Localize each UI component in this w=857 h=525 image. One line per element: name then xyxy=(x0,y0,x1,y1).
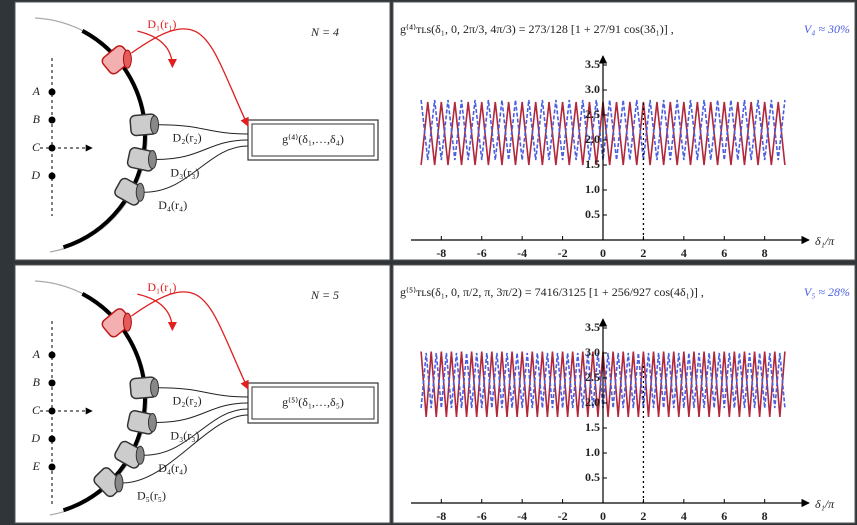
detector-label: D₄(r₄) xyxy=(158,461,187,475)
correlator-box xyxy=(251,123,375,157)
x-tick-label: 4 xyxy=(681,509,687,523)
detector-label: D₁(r₁) xyxy=(147,280,176,294)
position-dot xyxy=(48,88,56,96)
y-tick-label: 1.5 xyxy=(585,420,600,434)
x-tick-label: -4 xyxy=(517,509,527,523)
rotation-arrow xyxy=(137,293,177,332)
x-tick-label: 6 xyxy=(721,509,727,523)
x-tick-label: -2 xyxy=(558,509,568,523)
detector-label: D₂(r₂) xyxy=(173,130,202,144)
box-label: g⁽⁴⁾(δ₁,…,δ₄) xyxy=(282,132,344,146)
x-tick-label: 6 xyxy=(721,246,727,260)
position-dot xyxy=(48,435,56,443)
n-label: N = 5 xyxy=(310,288,339,302)
detector-lens xyxy=(150,115,160,135)
detector-label: D₁(r₁) xyxy=(147,17,176,31)
x-tick-label: 8 xyxy=(762,509,768,523)
position-label: E xyxy=(32,459,41,473)
detector-label: D₅(r₅) xyxy=(137,489,166,503)
x-tick-label: -4 xyxy=(517,246,527,260)
x-tick-label: -2 xyxy=(558,246,568,260)
detector-lens xyxy=(122,312,132,332)
detector-label: D₃(r₃) xyxy=(170,165,199,179)
panel xyxy=(392,1,856,261)
position-label: A xyxy=(32,347,41,361)
signal-line xyxy=(156,402,249,424)
position-label: D xyxy=(30,168,40,182)
x-axis-label: δ₁/π xyxy=(815,497,835,511)
box-label: g⁽⁵⁾(δ₁,…,δ₅) xyxy=(282,395,344,409)
y-tick-label: 3.5 xyxy=(585,320,600,334)
signal-line xyxy=(122,414,249,484)
n-label: N = 4 xyxy=(310,25,339,39)
position-label: C xyxy=(32,140,41,154)
detector-lens xyxy=(147,150,157,170)
signal-line xyxy=(144,408,249,456)
detector-lens xyxy=(147,413,157,433)
y-tick-label: 3.0 xyxy=(585,82,600,96)
signal-line xyxy=(158,124,249,135)
x-tick-label: -6 xyxy=(477,246,487,260)
signal-line xyxy=(144,145,249,193)
position-label: B xyxy=(33,375,41,389)
y-tick-label: 1.5 xyxy=(585,157,600,171)
position-dot xyxy=(48,463,56,471)
y-tick-label: 2.5 xyxy=(585,370,600,384)
annotation: V₅ ≈ 28% xyxy=(804,285,850,299)
signal-line xyxy=(158,387,249,398)
position-dot xyxy=(48,379,56,387)
y-tick-label: 1.0 xyxy=(585,445,600,459)
correlator-box xyxy=(251,386,375,420)
detector-lens xyxy=(135,182,145,202)
position-label: D xyxy=(30,431,40,445)
position-label: A xyxy=(32,84,41,98)
position-label: C xyxy=(32,403,41,417)
x-tick-label: -8 xyxy=(436,246,446,260)
signal-line xyxy=(156,139,249,161)
y-tick-label: 2.0 xyxy=(585,395,600,409)
annotation: V₄ ≈ 30% xyxy=(804,22,850,36)
detector-lens xyxy=(122,49,132,69)
x-axis-label: δ₁/π xyxy=(815,234,835,248)
chart-title: g⁽⁴⁾ᴛʟs(δ₁, 0, 2π/3, 4π/3) = 273/128 [1 … xyxy=(400,22,674,36)
detector-lens xyxy=(114,473,124,493)
y-tick-label: 3.5 xyxy=(585,57,600,71)
position-dot xyxy=(48,172,56,180)
y-tick-label: 2.0 xyxy=(585,132,600,146)
x-tick-label: 0 xyxy=(600,246,606,260)
y-tick-label: 2.5 xyxy=(585,107,600,121)
x-tick-label: 2 xyxy=(640,509,646,523)
x-tick-label: -6 xyxy=(477,509,487,523)
position-label: B xyxy=(33,112,41,126)
rotation-arrow xyxy=(137,30,177,69)
position-dot xyxy=(48,351,56,359)
signal-line xyxy=(131,28,249,127)
data-line xyxy=(420,99,786,161)
y-tick-label: 3.0 xyxy=(585,345,600,359)
detector-label: D₂(r₂) xyxy=(173,393,202,407)
detector-lens xyxy=(150,378,160,398)
y-tick-label: 1.0 xyxy=(585,182,600,196)
y-tick-label: 0.5 xyxy=(585,207,600,221)
detector-label: D₄(r₄) xyxy=(158,198,187,212)
detector-lens xyxy=(135,445,145,465)
x-tick-label: 4 xyxy=(681,246,687,260)
x-tick-label: 2 xyxy=(640,246,646,260)
position-dot xyxy=(48,116,56,124)
signal-line xyxy=(131,291,249,390)
x-tick-label: -8 xyxy=(436,509,446,523)
chart-title: g⁽⁵⁾ᴛʟs(δ₁, 0, π/2, π, 3π/2) = 7416/3125… xyxy=(400,285,704,299)
y-tick-label: 0.5 xyxy=(585,470,600,484)
x-tick-label: 0 xyxy=(600,509,606,523)
detector-label: D₃(r₃) xyxy=(170,428,199,442)
x-tick-label: 8 xyxy=(762,246,768,260)
